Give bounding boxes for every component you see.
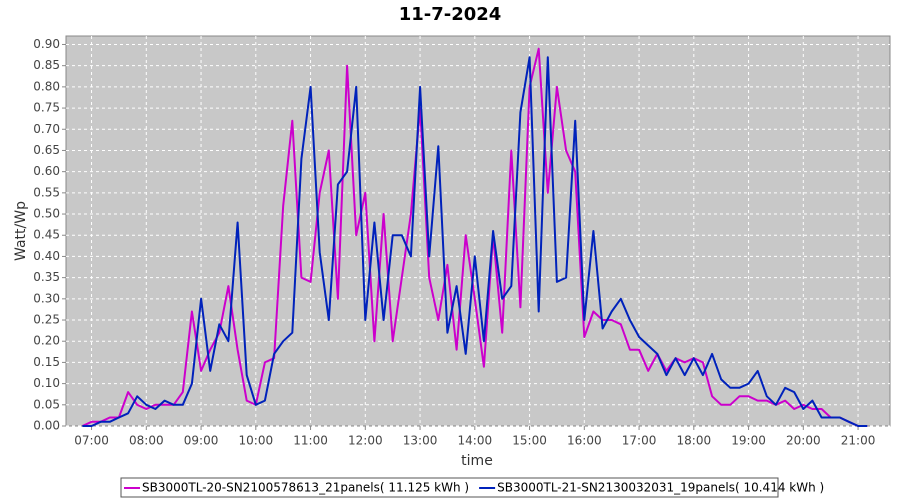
y-tick-label: 0.65 — [33, 143, 60, 157]
y-tick-label: 0.20 — [33, 334, 60, 348]
y-tick-label: 0.85 — [33, 58, 60, 72]
series-line — [81, 47, 868, 427]
y-tick-label: 0.40 — [33, 249, 60, 263]
y-tick-label: 0.50 — [33, 207, 60, 221]
y-tick-label: 0.55 — [33, 185, 60, 199]
x-tick-label: 10:00 — [239, 434, 274, 448]
x-tick-label: 11:00 — [293, 434, 328, 448]
x-tick-label: 19:00 — [731, 434, 766, 448]
y-tick-label: 0.10 — [33, 376, 60, 390]
x-axis-label: time — [461, 453, 493, 469]
y-tick-label: 0.15 — [33, 355, 60, 369]
x-tick-label: 20:00 — [786, 434, 821, 448]
chart-title: 11-7-2024 — [399, 4, 502, 25]
x-tick-label: 08:00 — [129, 434, 164, 448]
x-tick-label: 07:00 — [74, 434, 109, 448]
y-tick-label: 0.60 — [33, 164, 60, 178]
y-tick-label: 0.25 — [33, 313, 60, 327]
x-tick-label: 09:00 — [184, 434, 219, 448]
series-line — [82, 56, 868, 427]
x-tick-label: 13:00 — [403, 434, 438, 448]
legend-label: SB3000TL-21-SN2130032031_19panels( 10.41… — [497, 481, 824, 495]
y-tick-label: 0.30 — [33, 291, 60, 305]
y-tick-label: 0.75 — [33, 101, 60, 115]
y-tick-label: 0.35 — [33, 270, 60, 284]
x-tick-label: 17:00 — [622, 434, 657, 448]
y-tick-label: 0.05 — [33, 397, 60, 411]
x-tick-label: 14:00 — [458, 434, 493, 448]
plot-area — [65, 35, 891, 427]
y-tick-label: 0.90 — [33, 37, 60, 51]
x-tick-label: 21:00 — [841, 434, 876, 448]
y-tick-label: 0.00 — [33, 419, 60, 433]
y-tick-label: 0.80 — [33, 79, 60, 93]
legend-box — [120, 477, 779, 498]
legend-label: SB3000TL-20-SN2100578613_21panels( 11.12… — [142, 481, 469, 495]
x-tick-label: 12:00 — [348, 434, 383, 448]
y-tick-label: 0.45 — [33, 228, 60, 242]
x-tick-label: 15:00 — [512, 434, 547, 448]
x-tick-label: 18:00 — [677, 434, 712, 448]
y-axis-label: Watt/Wp — [13, 201, 29, 261]
y-tick-label: 0.70 — [33, 122, 60, 136]
x-tick-label: 16:00 — [567, 434, 602, 448]
